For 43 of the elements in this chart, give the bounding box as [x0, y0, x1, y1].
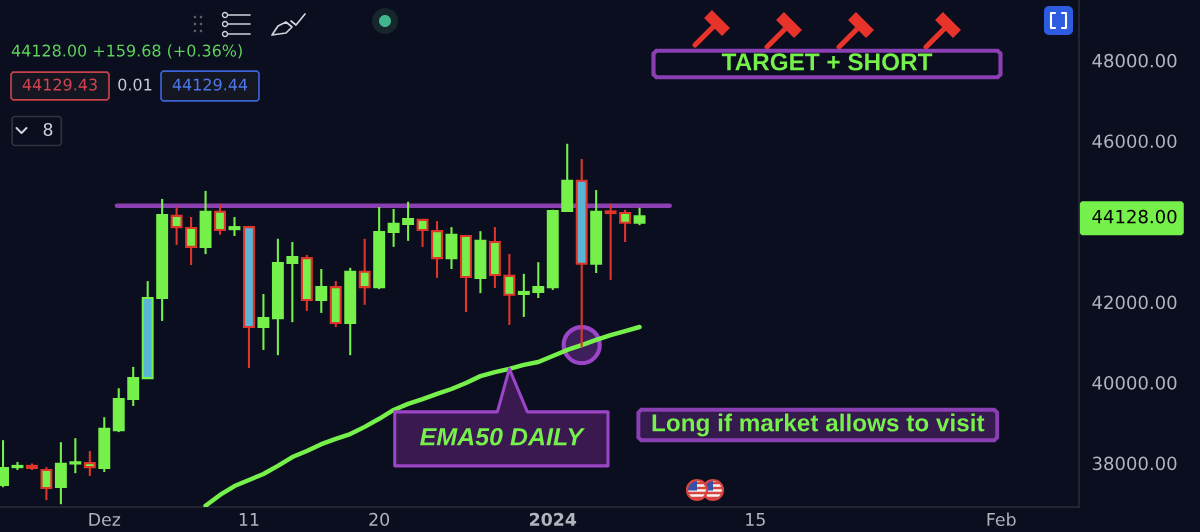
candlestick — [257, 292, 270, 351]
x-tick-label: 20 — [369, 512, 390, 526]
y-tick-label: 44128.00 — [1092, 209, 1177, 224]
y-tick-label: 42000.00 — [1092, 295, 1177, 310]
candlestick — [517, 272, 530, 318]
candlestick — [387, 207, 400, 248]
annotation: 44129.44 — [172, 78, 248, 91]
candlestick — [54, 441, 67, 506]
candlestick — [604, 202, 617, 281]
candlestick — [532, 261, 545, 300]
candlestick — [416, 218, 429, 248]
y-tick-label: 48000.00 — [1092, 53, 1177, 68]
candlestick — [69, 437, 82, 475]
candlestick — [315, 267, 328, 314]
x-tick-label: 15 — [746, 513, 765, 526]
candlestick — [402, 200, 415, 242]
candlestick — [503, 253, 516, 327]
annotation: 44129.43 — [22, 78, 97, 91]
annotation: 0.01 — [118, 78, 152, 91]
line-series — [203, 324, 642, 507]
candlestick — [40, 466, 53, 502]
candlestick — [127, 365, 140, 407]
candlestick — [619, 208, 632, 244]
x-tick-label: 11 — [239, 513, 259, 526]
annotation: 8 — [43, 122, 53, 137]
x-tick-label: Dez — [89, 513, 121, 526]
candlestick — [214, 202, 226, 236]
annotation: 44128.00 +159.68 (+0.36%) — [11, 44, 242, 59]
annotation: Long if market allows to visit — [652, 413, 985, 437]
candlestick — [228, 216, 241, 238]
y-tick-label: 38000.00 — [1092, 456, 1177, 471]
x-tick-label: Feb — [987, 512, 1016, 526]
candlestick — [445, 226, 458, 271]
series-label: EMA50 DAILY — [420, 427, 585, 446]
candlestick — [185, 216, 198, 267]
x-tick-label: 2024 — [529, 512, 577, 526]
candlestick — [286, 240, 299, 324]
candlestick — [170, 205, 183, 246]
y-tick-label: 46000.00 — [1092, 134, 1177, 149]
annotation: TARGET + SHORT — [721, 53, 933, 71]
candlestick — [83, 449, 96, 478]
y-tick-label: 40000.00 — [1092, 376, 1177, 390]
candlestick — [358, 237, 371, 306]
